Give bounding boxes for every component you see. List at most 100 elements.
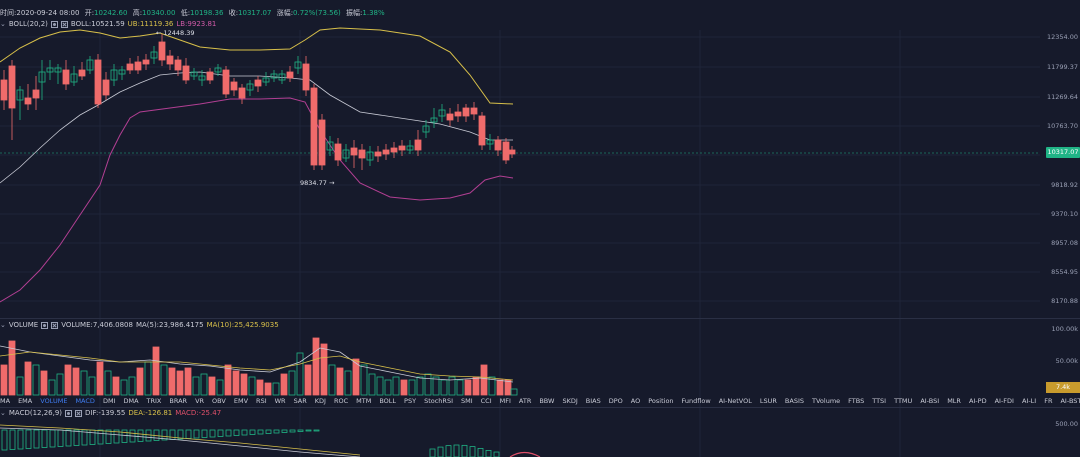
tab-fundflow[interactable]: Fundflow	[681, 397, 711, 405]
tab-fr[interactable]: FR	[1044, 397, 1053, 405]
candle-body	[38, 71, 46, 83]
low-annotation: 9834.77 →	[300, 179, 335, 187]
macd-histogram-bar	[273, 429, 280, 434]
tab-mtm[interactable]: MTM	[356, 397, 372, 405]
volume-bar	[152, 346, 160, 396]
tab-skdj[interactable]: SKDJ	[562, 397, 578, 405]
volume-bar	[72, 367, 80, 396]
tab-ttsi[interactable]: TTSI	[872, 397, 887, 405]
candle-body	[54, 67, 62, 73]
volume-bar	[208, 376, 216, 396]
volume-bar	[176, 370, 184, 396]
macd-histogram-bar	[113, 429, 120, 444]
tab-ma[interactable]: MA	[0, 397, 11, 405]
macd-histogram-bar	[305, 429, 312, 432]
tab-mlr[interactable]: MLR	[947, 397, 961, 405]
macd-histogram-bar	[161, 429, 168, 441]
boll-lower-band	[0, 97, 514, 303]
tab-basis[interactable]: BASIS	[784, 397, 804, 405]
tab-stochrsi[interactable]: StochRSI	[424, 397, 453, 405]
tab-bias[interactable]: BIAS	[585, 397, 601, 405]
volume-bar	[352, 358, 360, 396]
tab-ai-pd[interactable]: AI-PD	[968, 397, 987, 405]
candle-body	[310, 87, 318, 166]
tab-emv[interactable]: EMV	[233, 397, 249, 405]
collapse-chevron-icon[interactable]: ⌄	[0, 409, 6, 417]
volume-label: VOLUME	[8, 321, 39, 329]
tab-ftbs[interactable]: FTBS	[848, 397, 865, 405]
tab-ai-bsi[interactable]: AI-BSI	[920, 397, 940, 405]
boll-close-icon[interactable]	[60, 20, 68, 28]
tab-ao[interactable]: AO	[630, 397, 641, 405]
candle-body	[382, 149, 390, 155]
volume-bar	[48, 379, 56, 396]
volume-close-icon[interactable]	[51, 321, 59, 329]
boll-ub-value: UB:11119.36	[127, 20, 174, 28]
candle-body	[198, 75, 206, 81]
tab-psy[interactable]: PSY	[404, 397, 417, 405]
tab-wr[interactable]: WR	[274, 397, 286, 405]
tab-vr[interactable]: VR	[195, 397, 205, 405]
candle-body	[262, 77, 270, 83]
change-label: 涨幅	[276, 9, 291, 17]
tab-ai-netvol[interactable]: AI-NetVOL	[718, 397, 752, 405]
tab-cci[interactable]: CCI	[480, 397, 492, 405]
boll-settings-icon[interactable]	[50, 20, 58, 28]
volume-bar	[440, 379, 448, 396]
tab-smi[interactable]: SMI	[460, 397, 473, 405]
tab-ai-fdi[interactable]: AI-FDI	[994, 397, 1014, 405]
tab-ttmu[interactable]: TTMU	[894, 397, 913, 405]
macd-settings-icon[interactable]	[65, 409, 73, 417]
tab-volume[interactable]: VOLUME	[40, 397, 68, 405]
tab-dpo[interactable]: DPO	[608, 397, 623, 405]
tab-kdj[interactable]: KDJ	[314, 397, 326, 405]
candle-body	[0, 79, 8, 101]
tab-sar[interactable]: SAR	[293, 397, 307, 405]
candle-body	[182, 65, 190, 81]
tab-atr[interactable]: ATR	[518, 397, 532, 405]
tab-position[interactable]: Position	[648, 397, 674, 405]
tab-bbw[interactable]: BBW	[539, 397, 555, 405]
volume-bar	[424, 373, 432, 396]
tab-ai-bst[interactable]: AI-BST	[1060, 397, 1080, 405]
tab-macd[interactable]: MACD	[75, 397, 95, 405]
volume-bar	[168, 367, 176, 396]
tab-boll[interactable]: BOLL	[379, 397, 397, 405]
macd-histogram-bar	[185, 429, 192, 439]
volume-settings-icon[interactable]	[41, 321, 49, 329]
candle-body	[478, 115, 486, 146]
tab-dmi[interactable]: DMI	[102, 397, 116, 405]
tab-brar[interactable]: BRAR	[169, 397, 188, 405]
tab-ema[interactable]: EMA	[18, 397, 33, 405]
high-annotation: ← 12448.39	[156, 29, 195, 37]
macd-histogram-bar	[73, 429, 80, 446]
collapse-chevron-icon[interactable]: ⌄	[0, 321, 6, 329]
macd-histogram-bar	[249, 429, 256, 435]
volume-axis-label: 100.00k	[1051, 325, 1078, 333]
tab-obv[interactable]: OBV	[212, 397, 226, 405]
macd-close-icon[interactable]	[75, 409, 83, 417]
pane-divider[interactable]	[0, 318, 1080, 319]
tab-tvolume[interactable]: TVolume	[812, 397, 841, 405]
macd-histogram-bar	[217, 429, 224, 437]
tab-mfi[interactable]: MFI	[499, 397, 511, 405]
volume-bar	[328, 364, 336, 396]
tab-lsur[interactable]: LSUR	[759, 397, 777, 405]
tab-trix[interactable]: TRIX	[146, 397, 162, 405]
candle-body	[350, 147, 358, 156]
candle-body	[94, 59, 102, 105]
candle-body	[270, 73, 278, 79]
tab-rsi[interactable]: RSI	[256, 397, 267, 405]
pane-divider[interactable]	[0, 407, 1080, 408]
candle-body	[486, 139, 494, 145]
collapse-chevron-icon[interactable]: ⌄	[0, 20, 6, 28]
volume-bar	[432, 376, 440, 396]
tab-dma[interactable]: DMA	[123, 397, 139, 405]
tab-roc[interactable]: ROC	[333, 397, 349, 405]
candle-body	[430, 117, 438, 123]
volume-bar	[416, 376, 424, 396]
volume-bar	[8, 340, 16, 396]
tab-ai-li[interactable]: AI-LI	[1021, 397, 1037, 405]
volume-bar	[32, 364, 40, 396]
